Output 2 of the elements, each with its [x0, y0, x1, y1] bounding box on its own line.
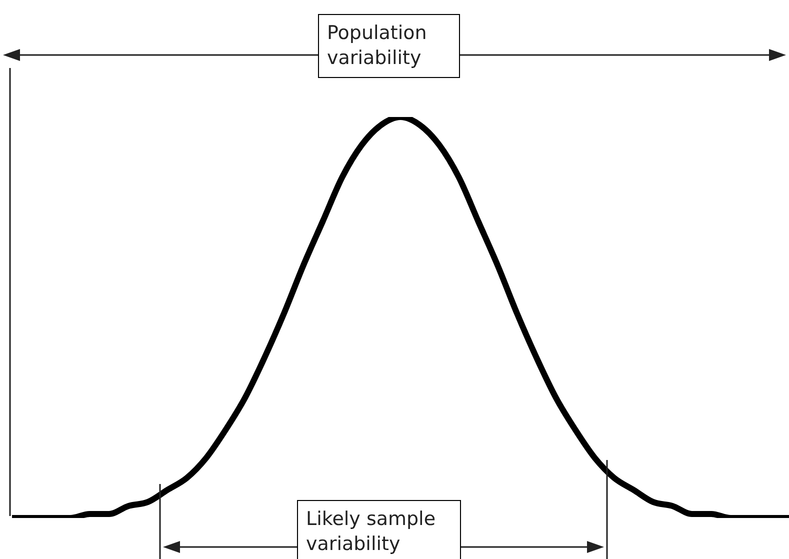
- annotation: Likely sample variability: [297, 500, 461, 559]
- text: Population variability: [318, 14, 460, 78]
